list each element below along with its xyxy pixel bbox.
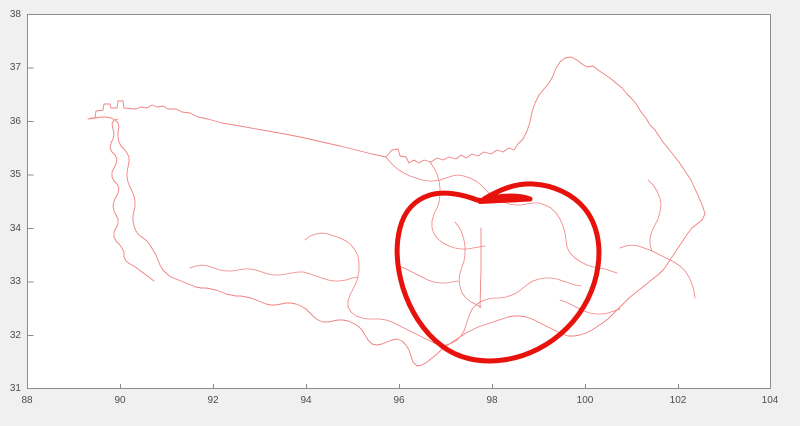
x-tick-marks: [27, 384, 771, 389]
internal-boundary-central-small: [454, 221, 482, 308]
y-tick-label-4: 35: [9, 169, 21, 180]
plot-canvas-background: [27, 14, 771, 389]
internal-boundary-center-north: [429, 161, 486, 250]
internal-boundary-east-lobe: [619, 244, 696, 299]
hand-drawn-highlight-tail: [478, 198, 522, 204]
x-tick-label-5: 98: [486, 395, 498, 406]
y-tick-label-6: 37: [9, 62, 21, 73]
axes-border: [27, 14, 771, 389]
internal-boundary-south-central-spur: [397, 265, 459, 284]
province-west-detail: [109, 118, 155, 282]
internal-boundaries-group: [189, 156, 696, 346]
x-tick-label-6: 100: [576, 395, 594, 406]
province-outer-border: [87, 56, 706, 367]
y-tick-label-3: 34: [9, 223, 21, 234]
province-outline-group: [87, 56, 706, 367]
x-tick-label-8: 104: [761, 395, 779, 406]
hand-drawn-highlight-circle[interactable]: [394, 181, 602, 364]
annotation-circle-group[interactable]: [394, 181, 602, 364]
y-tick-label-0: 31: [9, 383, 21, 394]
y-tick-label-7: 38: [9, 9, 21, 20]
internal-boundary-east-upper: [647, 179, 662, 252]
internal-boundary-mid-central: [304, 232, 582, 346]
x-tick-label-0: 88: [21, 395, 33, 406]
internal-boundary-southeast-link: [559, 299, 621, 315]
y-tick-label-2: 33: [9, 276, 21, 287]
y-tick-label-1: 32: [9, 330, 21, 341]
internal-boundary-north-central: [385, 156, 618, 274]
internal-boundary-vertical-artifact: [479, 227, 482, 309]
x-tick-label-7: 102: [669, 395, 687, 406]
x-tick-label-1: 90: [114, 395, 126, 406]
y-tick-marks: [27, 14, 34, 389]
y-tick-label-5: 36: [9, 116, 21, 127]
x-tick-label-3: 94: [300, 395, 312, 406]
internal-boundary-south-west-arm: [189, 264, 359, 282]
x-tick-label-2: 92: [207, 395, 219, 406]
x-tick-label-4: 96: [393, 395, 405, 406]
